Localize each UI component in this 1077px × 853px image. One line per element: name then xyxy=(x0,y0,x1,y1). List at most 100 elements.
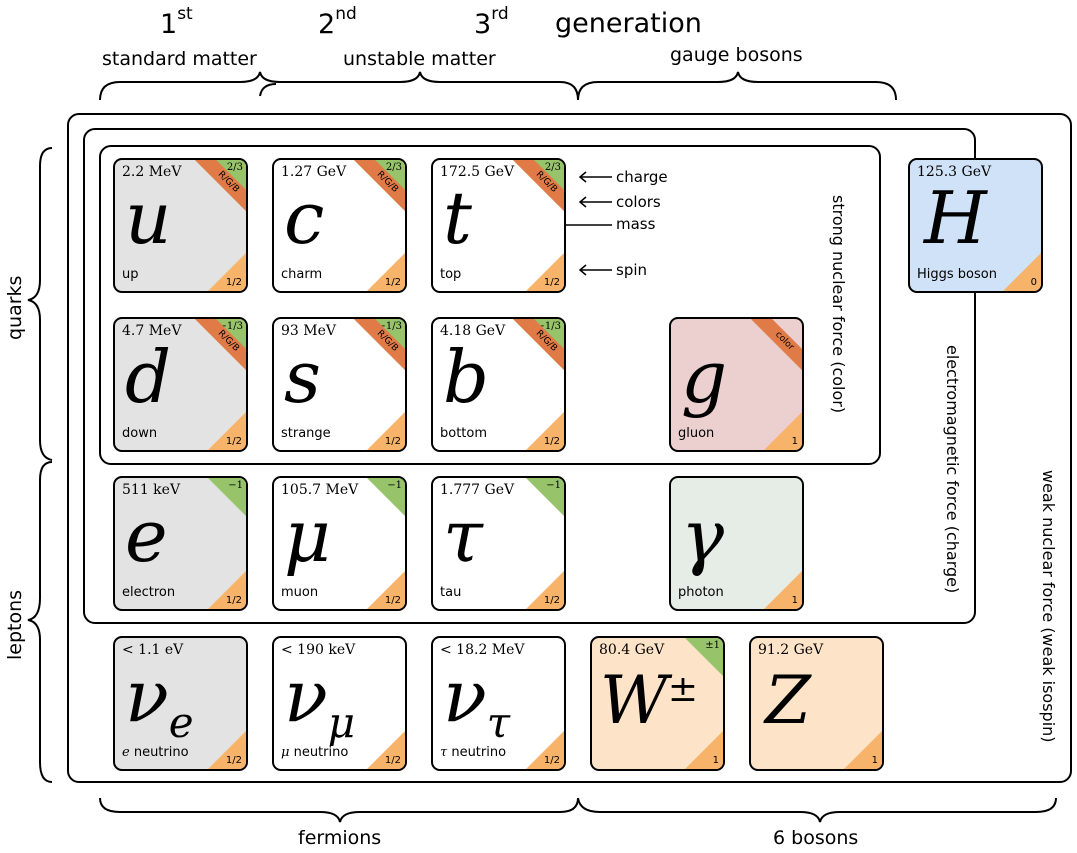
particle-card-photon: γ photon 1 xyxy=(669,476,804,611)
charge-corner: −1 xyxy=(526,478,564,516)
mass-label: 125.3 GeV xyxy=(917,164,992,180)
spin-corner: 1/2 xyxy=(367,571,405,609)
generation-label: generation xyxy=(555,8,702,39)
leptons-label: leptons xyxy=(4,589,26,660)
spin-corner: 1/2 xyxy=(208,412,246,450)
particle-name: tau xyxy=(440,585,462,600)
particle-symbol: Z xyxy=(765,662,811,739)
generation-1-label: 1st xyxy=(160,4,193,40)
particle-name: strange xyxy=(281,426,331,441)
particle-symbol: νμ xyxy=(284,654,356,747)
quarks-label: quarks xyxy=(4,275,26,340)
particle-card-down: −1/3 R/G/B 4.7 MeV d down 1/2 xyxy=(113,317,248,452)
particle-symbol: g xyxy=(681,335,728,419)
annotation-colors: colors xyxy=(616,193,661,211)
particle-card-z-boson: 91.2 GeV Z 1 xyxy=(749,636,884,771)
brace-bosons xyxy=(577,797,1057,823)
spin-corner: 0 xyxy=(1003,253,1041,291)
spin-corner: 1/2 xyxy=(208,731,246,769)
brace-fermions xyxy=(99,797,579,823)
spin-corner: 1 xyxy=(764,571,802,609)
fermions-label: fermions xyxy=(298,827,382,849)
particle-card-tau: −1 1.777 GeV τ tau 1/2 xyxy=(431,476,566,611)
particle-card-muon: −1 105.7 MeV μ muon 1/2 xyxy=(272,476,407,611)
particle-symbol: τ xyxy=(443,494,483,578)
particle-name: charm xyxy=(281,267,323,282)
charge-corner: −1 xyxy=(367,478,405,516)
particle-card-higgs: 125.3 GeV H Higgs boson 0 xyxy=(908,158,1043,293)
particle-symbol: t xyxy=(443,176,472,260)
particle-symbol: d xyxy=(125,335,172,419)
strong-force-box xyxy=(99,145,881,465)
particle-card-electron: −1 511 keV e electron 1/2 xyxy=(113,476,248,611)
particle-name: top xyxy=(440,267,462,282)
spin-corner: 1/2 xyxy=(367,253,405,291)
mass-label: 4.7 MeV xyxy=(122,323,182,339)
em-force-box xyxy=(83,128,976,624)
particle-card-tau-neutrino: < 18.2 MeV ντ τ neutrino 1/2 xyxy=(431,636,566,771)
particle-name: up xyxy=(122,267,139,282)
weak-force-box xyxy=(67,113,1072,783)
charge-corner: −1 xyxy=(208,478,246,516)
particle-symbol: μ xyxy=(284,494,331,578)
particle-name: e neutrino xyxy=(122,745,189,760)
arrow-charge xyxy=(578,171,612,183)
particle-name: down xyxy=(122,426,158,441)
particle-symbol: s xyxy=(284,335,321,419)
spin-corner: 1/2 xyxy=(208,253,246,291)
brace-leptons xyxy=(27,461,53,783)
generation-2-label: 2nd xyxy=(318,4,357,40)
mass-label: 105.7 MeV xyxy=(281,482,359,498)
particle-symbol: γ xyxy=(681,494,725,578)
particle-symbol: u xyxy=(125,176,172,260)
em-force-label: electromagnetic force (charge) xyxy=(943,345,962,594)
spin-corner: 1/2 xyxy=(526,253,564,291)
mass-label: 80.4 GeV xyxy=(599,642,665,658)
mass-label: 172.5 GeV xyxy=(440,164,515,180)
mass-label: 511 keV xyxy=(122,482,181,498)
brace-quarks xyxy=(27,147,53,461)
particle-symbol: c xyxy=(284,176,325,260)
color-band: color xyxy=(739,319,802,386)
spin-corner: 1/2 xyxy=(367,731,405,769)
standard-matter-label: standard matter xyxy=(102,48,257,70)
gauge-bosons-label: gauge bosons xyxy=(670,44,803,66)
arrow-colors xyxy=(578,196,612,208)
particle-name: gluon xyxy=(678,426,715,441)
particle-card-up: 2/3 R/G/B 2.2 MeV u up 1/2 xyxy=(113,158,248,293)
particle-card-w-boson: ±1 80.4 GeV W± 1 xyxy=(590,636,725,771)
brace-standard-matter xyxy=(99,71,579,101)
particle-card-charm: 2/3 R/G/B 1.27 GeV c charm 1/2 xyxy=(272,158,407,293)
bosons-label: 6 bosons xyxy=(773,827,859,849)
spin-corner: 1/2 xyxy=(526,412,564,450)
annotation-mass: mass xyxy=(616,215,656,233)
particle-symbol: ντ xyxy=(443,654,511,747)
particle-name: τ neutrino xyxy=(440,745,507,760)
mass-label: 93 MeV xyxy=(281,323,336,339)
particle-card-bottom: −1/3 R/G/B 4.18 GeV b bottom 1/2 xyxy=(431,317,566,452)
particle-name: photon xyxy=(678,585,724,600)
mass-label: 1.27 GeV xyxy=(281,164,347,180)
particle-symbol: H xyxy=(924,176,987,260)
spin-corner: 1/2 xyxy=(208,571,246,609)
brace-unstable-matter xyxy=(259,83,277,97)
mass-label: < 18.2 MeV xyxy=(440,642,525,658)
particle-symbol: νe xyxy=(125,654,194,747)
particle-card-top: 2/3 R/G/B 172.5 GeV t top 1/2 xyxy=(431,158,566,293)
strong-force-label: strong nuclear force (color) xyxy=(829,195,848,414)
spin-corner: 1/2 xyxy=(526,571,564,609)
particle-card-strange: −1/3 R/G/B 93 MeV s strange 1/2 xyxy=(272,317,407,452)
spin-corner: 1 xyxy=(685,731,723,769)
mass-label: 1.777 GeV xyxy=(440,482,515,498)
particle-name: bottom xyxy=(440,426,488,441)
spin-corner: 1 xyxy=(764,412,802,450)
particle-symbol: W± xyxy=(600,662,699,739)
annotation-spin: spin xyxy=(616,261,648,279)
spin-corner: 1/2 xyxy=(526,731,564,769)
mass-label: < 1.1 eV xyxy=(122,642,184,658)
spin-corner: 1 xyxy=(844,731,882,769)
particle-name: μ neutrino xyxy=(281,745,349,760)
particle-symbol: b xyxy=(443,335,490,419)
mass-label: < 190 keV xyxy=(281,642,356,658)
